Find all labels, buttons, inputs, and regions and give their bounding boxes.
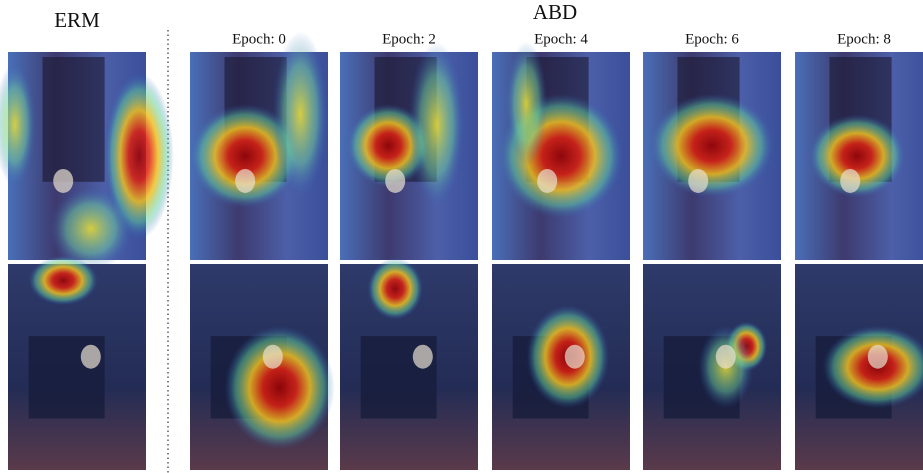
heatmap-panel xyxy=(190,264,335,470)
figure: ERM ABD Epoch: 0 Epoch: 2 Epoch: 4 Epoch: 6… xyxy=(0,0,923,473)
heat-blob xyxy=(29,256,98,305)
heatmap-panel xyxy=(340,42,478,260)
dog xyxy=(81,345,101,369)
dog xyxy=(235,169,255,193)
dog xyxy=(565,345,585,369)
heatmap-panel xyxy=(190,31,328,260)
dog xyxy=(840,169,860,193)
doorway xyxy=(43,57,105,182)
epoch-label: Epoch: 6 xyxy=(685,31,739,47)
dog xyxy=(53,169,73,193)
dog xyxy=(868,345,888,369)
dog xyxy=(688,169,708,193)
heat-blob xyxy=(650,94,774,198)
heatmap-panel xyxy=(0,52,174,270)
heatmap-panel xyxy=(795,264,923,470)
heat-blob xyxy=(506,42,547,167)
heat-blob xyxy=(368,258,423,320)
heatmap-panel xyxy=(795,52,923,260)
heatmap-panel xyxy=(492,264,630,470)
dog xyxy=(385,169,405,193)
heatmap-panel xyxy=(340,258,478,470)
dog xyxy=(263,345,283,369)
dog xyxy=(537,169,557,193)
epoch-label: Epoch: 4 xyxy=(534,31,588,47)
heat-blob xyxy=(273,31,328,197)
dog xyxy=(413,345,433,369)
heatmap-panel xyxy=(643,52,781,260)
heatmap-panel xyxy=(643,264,781,470)
epoch-label: Epoch: 8 xyxy=(837,31,891,47)
erm-label: ERM xyxy=(54,8,100,32)
heat-blob xyxy=(225,326,335,450)
abd-label: ABD xyxy=(533,0,577,24)
dog xyxy=(716,345,736,369)
epoch-label: Epoch: 2 xyxy=(382,31,436,47)
heat-blob xyxy=(409,42,464,208)
epoch-label: Epoch: 0 xyxy=(232,31,286,47)
heatmap-panel xyxy=(8,256,146,470)
heatmap-panel xyxy=(492,42,630,260)
